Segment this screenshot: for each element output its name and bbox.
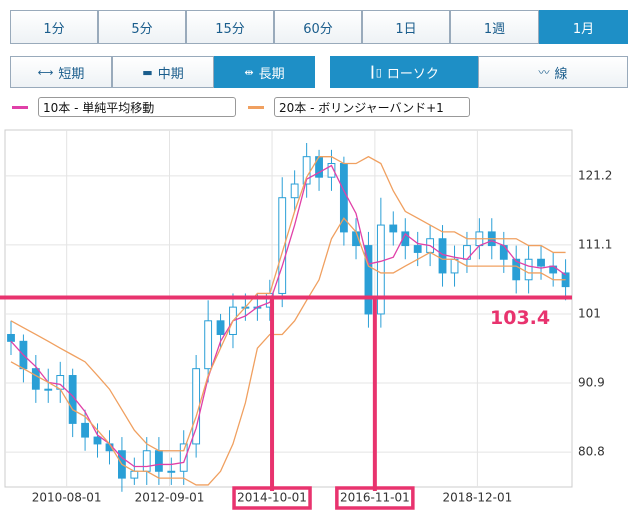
ma-swatch bbox=[12, 106, 28, 109]
button-label: 長期 bbox=[258, 66, 285, 82]
button-label: 15分 bbox=[215, 21, 245, 37]
candle-body bbox=[537, 258, 545, 267]
bb-swatch bbox=[248, 106, 264, 109]
x-tick-label: 2012-09-01 bbox=[135, 491, 205, 505]
price-label: 103.4 bbox=[490, 307, 550, 329]
button[interactable]: 15分 bbox=[186, 10, 274, 44]
y-tick-label: 80.8 bbox=[578, 445, 605, 459]
x-tick-label: 2018-12-01 bbox=[443, 491, 513, 505]
indicator-line bbox=[10, 164, 566, 468]
candle-body bbox=[413, 245, 422, 253]
button-label: 1月 bbox=[572, 21, 595, 37]
bb-select[interactable]: 20本 - ボリンジャーバンド+1 bbox=[274, 97, 470, 117]
candle-body bbox=[389, 224, 398, 233]
candle-body bbox=[327, 163, 336, 178]
icon: ⟷ bbox=[37, 65, 54, 79]
button-label: 1週 bbox=[483, 21, 506, 37]
candle-body bbox=[524, 258, 533, 281]
x-tick-label: 2014-10-01 bbox=[237, 491, 307, 505]
candle-body bbox=[401, 231, 410, 247]
timeframe-bar: 1分 5分 15分 60分 1日 1週 1月 bbox=[10, 10, 628, 44]
icon: ⇹ bbox=[244, 65, 254, 79]
button-label: 短期 bbox=[58, 66, 85, 82]
candle-body bbox=[376, 224, 385, 315]
candle-body bbox=[44, 388, 53, 391]
icon: ▬ bbox=[142, 65, 153, 79]
candle-body bbox=[167, 470, 176, 473]
candle-body bbox=[142, 450, 151, 472]
style-bar: ┃▯ ローソク 〰線 bbox=[330, 56, 628, 88]
x-tick-label: 2016-11-01 bbox=[340, 491, 410, 505]
icon: 〰 bbox=[538, 66, 550, 79]
button-label: 1分 bbox=[43, 21, 65, 37]
button-label: 60分 bbox=[303, 21, 333, 37]
candle-body bbox=[290, 183, 299, 199]
date-box bbox=[335, 486, 415, 510]
candle-body bbox=[31, 368, 40, 390]
button[interactable]: 1週 bbox=[450, 10, 539, 44]
button-label: 1日 bbox=[395, 21, 417, 37]
candle-body bbox=[364, 245, 373, 315]
candle-body bbox=[512, 258, 521, 281]
candle-body bbox=[179, 443, 188, 472]
candle-body bbox=[130, 470, 139, 479]
y-tick-label: 121.2 bbox=[578, 168, 612, 182]
candle-body bbox=[7, 333, 15, 342]
ma-select[interactable]: 10本 - 単純平均移動 bbox=[38, 97, 236, 117]
plot-area bbox=[4, 129, 573, 488]
button[interactable]: 1月 bbox=[539, 10, 628, 44]
y-tick-label: 101 bbox=[578, 306, 601, 320]
button-label: 線 bbox=[554, 66, 568, 82]
range-bar: ⟷ 短期 ▬ 中期 ⇹ 長期 bbox=[10, 56, 315, 88]
button-label: 中期 bbox=[157, 66, 184, 82]
y-tick-label: 90.9 bbox=[578, 376, 605, 390]
button[interactable]: ⇹ 長期 bbox=[214, 56, 315, 88]
chart: 121.2 111.1 101 90.9 80.8 103.4 2010-08-01 2012… bbox=[0, 129, 612, 510]
icon: ┃▯ bbox=[369, 65, 382, 79]
button[interactable]: 1日 bbox=[362, 10, 450, 44]
button[interactable]: ┃▯ ローソク bbox=[330, 56, 478, 88]
date-box bbox=[232, 486, 312, 510]
button[interactable]: ▬ 中期 bbox=[112, 56, 214, 88]
indicator-line bbox=[10, 217, 566, 486]
candle-body bbox=[81, 422, 89, 438]
button-label: ローソク bbox=[386, 66, 439, 82]
button[interactable]: 〰線 bbox=[478, 56, 628, 88]
button-label: 5分 bbox=[131, 21, 153, 37]
button[interactable]: 5分 bbox=[98, 10, 186, 44]
button[interactable]: ⟷ 短期 bbox=[10, 56, 112, 88]
candle-body bbox=[154, 450, 163, 472]
candle-body bbox=[438, 238, 447, 274]
candle-body bbox=[93, 436, 102, 445]
y-tick-label: 111.1 bbox=[578, 237, 612, 251]
candle-body bbox=[278, 197, 287, 294]
candle-body bbox=[216, 320, 225, 335]
button[interactable]: 60分 bbox=[274, 10, 362, 44]
candle-body bbox=[204, 320, 213, 370]
indicator-line bbox=[10, 155, 566, 452]
x-tick-label: 2010-08-01 bbox=[32, 491, 102, 505]
button[interactable]: 1分 bbox=[10, 10, 98, 44]
